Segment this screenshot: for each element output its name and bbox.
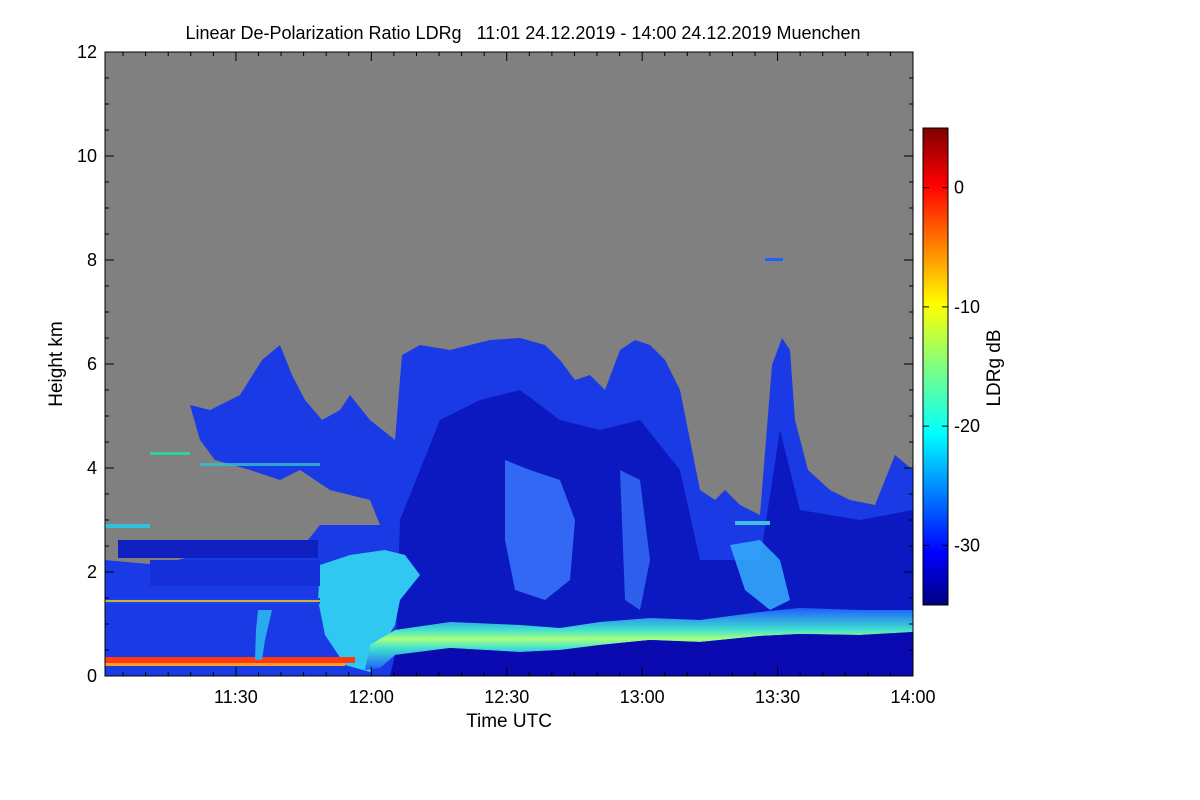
cloud-speckle <box>735 521 770 525</box>
data-layer <box>105 258 913 676</box>
y-tick-label: 10 <box>77 146 97 166</box>
y-tick-label: 0 <box>87 666 97 686</box>
cyan-layer <box>730 540 790 610</box>
colorbar-label: LDRg dB <box>984 329 1005 406</box>
y-axis: 0 2 4 6 8 10 12 <box>77 42 913 686</box>
y-tick-label: 12 <box>77 42 97 62</box>
cyan-layer <box>318 550 420 672</box>
x-tick-label: 13:00 <box>620 687 665 707</box>
light-streak <box>620 470 650 610</box>
y-tick-label: 2 <box>87 562 97 582</box>
speckle-layer <box>150 452 190 455</box>
y-tick-label: 4 <box>87 458 97 478</box>
colorbar-tick-label: -20 <box>954 416 980 436</box>
colorbar-tick-label: -30 <box>954 535 980 555</box>
chart-title: Linear De-Polarization Ratio LDRg 11:01 … <box>185 23 860 43</box>
x-tick-label: 11:30 <box>214 687 258 707</box>
y-tick-label: 6 <box>87 354 97 374</box>
colorbar <box>922 127 949 606</box>
fall-streak <box>255 610 272 660</box>
rain-layer <box>390 632 913 676</box>
low-layer-edge <box>105 663 345 666</box>
y-axis-label: Height km <box>46 321 67 407</box>
ice-cloud-core <box>395 390 913 676</box>
mid-layer <box>118 540 318 558</box>
colorbar-tick-label: 0 <box>954 178 964 198</box>
colorbar-ticks: 0 -10 -20 -30 <box>923 178 980 555</box>
mid-layer <box>150 560 320 586</box>
x-tick-label: 12:00 <box>349 687 394 707</box>
colorbar-tick-label: -10 <box>954 297 980 317</box>
light-streak <box>505 460 575 600</box>
x-tick-label: 12:30 <box>484 687 529 707</box>
y-tick-label: 8 <box>87 250 97 270</box>
mid-layer <box>105 524 150 528</box>
cloud-speckle <box>765 258 783 261</box>
x-axis-label: Time UTC <box>466 711 552 732</box>
x-tick-label: 13:30 <box>755 687 800 707</box>
mid-layer-speckle <box>105 600 320 602</box>
low-layer <box>105 657 355 663</box>
x-tick-label: 14:00 <box>890 687 935 707</box>
x-axis: 11:30 12:00 12:30 13:00 13:30 14:00 <box>122 52 936 707</box>
speckle-layer <box>200 463 320 466</box>
melting-layer <box>365 608 913 670</box>
